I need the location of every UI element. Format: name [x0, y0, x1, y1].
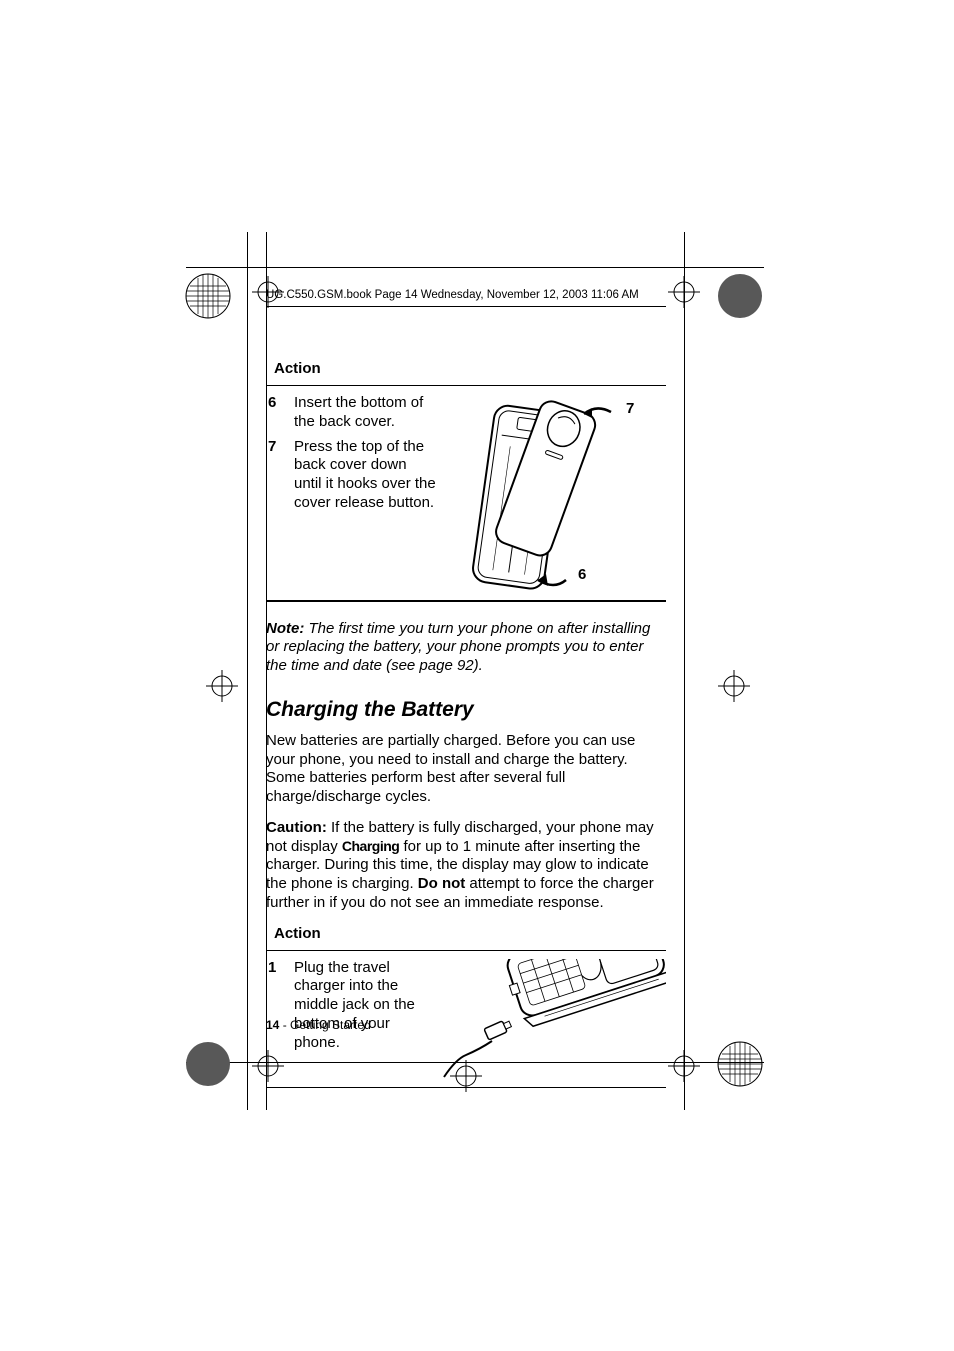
corner-solid-icon	[716, 272, 764, 320]
phone-back-figure: 7 6	[436, 394, 666, 594]
caution-paragraph: Caution: If the battery is fully dischar…	[266, 819, 666, 913]
page-content: Action 6 Insert the bottom of the back c…	[266, 360, 666, 1096]
page-footer: 14 - Getting Started	[266, 1018, 371, 1032]
figure-label: 6	[578, 566, 586, 583]
step-row: 1 Plug the travel charger into the middl…	[266, 959, 436, 1053]
step-number: 6	[266, 394, 294, 411]
step-number: 7	[266, 438, 294, 455]
step-row: 6 Insert the bottom of the back cover.	[266, 394, 436, 432]
step-text: Insert the bottom of the back cover.	[294, 394, 436, 432]
page-number: 14	[266, 1018, 279, 1032]
phone-charger-figure	[436, 959, 666, 1079]
crop-line-v	[247, 232, 248, 1110]
registration-mark-icon	[668, 276, 700, 308]
registration-mark-icon	[668, 1050, 700, 1082]
steps-list: 6 Insert the bottom of the back cover. 7…	[266, 394, 436, 594]
step-number: 1	[266, 959, 294, 976]
footer-section: - Getting Started	[279, 1018, 370, 1032]
note-body: The first time you turn your phone on af…	[266, 620, 650, 675]
section-title: Charging the Battery	[266, 698, 666, 722]
crop-line-h	[186, 267, 764, 268]
note-block: Note: The first time you turn your phone…	[266, 620, 666, 676]
header-rule	[266, 306, 666, 307]
action-block: 6 Insert the bottom of the back cover. 7…	[266, 394, 666, 594]
crop-line-v	[684, 232, 685, 1110]
step-text: Press the top of the back cover down unt…	[294, 438, 436, 513]
step-text: Plug the travel charger into the middle …	[294, 959, 436, 1053]
running-header: UG.C550.GSM.book Page 14 Wednesday, Nove…	[266, 289, 666, 301]
rule	[266, 1087, 666, 1088]
note-label: Note:	[266, 620, 304, 637]
step-row: 7 Press the top of the back cover down u…	[266, 438, 436, 513]
corner-solid-icon	[184, 1040, 232, 1088]
registration-mark-icon	[718, 670, 750, 702]
action-heading: Action	[266, 925, 666, 942]
caution-label: Caution:	[266, 819, 327, 836]
figure-label: 7	[626, 400, 634, 417]
registration-mark-icon	[206, 670, 238, 702]
action-heading: Action	[266, 360, 666, 377]
charging-display-word: Charging	[342, 838, 399, 854]
corner-hatched-icon	[716, 1040, 764, 1088]
donot-label: Do not	[418, 875, 465, 892]
rule	[266, 600, 666, 602]
rule	[266, 385, 666, 386]
body-paragraph: New batteries are partially charged. Bef…	[266, 732, 666, 807]
rule	[266, 950, 666, 951]
corner-hatched-icon	[184, 272, 232, 320]
